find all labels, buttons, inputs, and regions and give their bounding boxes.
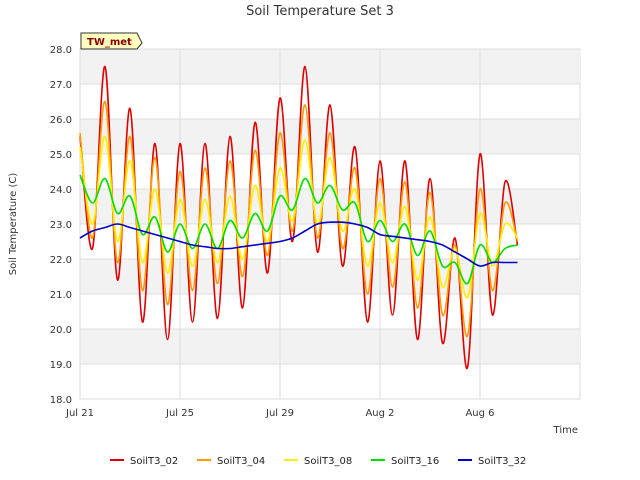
y-axis-ticks: 18.0 19.0 20.0 21.0 22.0 23.0 24.0 25.0 26.0 27.0… [50, 45, 72, 406]
y-tick-label: 24.0 [50, 185, 72, 196]
y-tick-label: 18.0 [50, 395, 72, 406]
legend-entry-label: SoilT3_02 [130, 456, 178, 467]
x-tick-label: Jul 21 [65, 408, 94, 419]
grid-band [80, 49, 580, 84]
y-axis-label: Soil Temperature (C) [8, 173, 19, 276]
series-line-soilt3_32 [79, 221, 518, 267]
y-tick-label: 25.0 [50, 150, 72, 161]
x-tick-label: Aug 2 [365, 408, 394, 419]
series-line-soilt3_16 [79, 174, 518, 285]
x-tick-label: Aug 6 [465, 408, 494, 419]
legend-entry-label: SoilT3_08 [304, 456, 352, 467]
y-tick-label: 27.0 [50, 80, 72, 91]
grid-band [80, 329, 580, 364]
x-tick-label: Jul 29 [265, 408, 294, 419]
x-tick-label: Jul 25 [165, 408, 194, 419]
badge-label: TW_met [87, 37, 132, 48]
y-tick-label: 21.0 [50, 290, 72, 301]
station-badge: TW_met [80, 32, 143, 50]
y-tick-label: 26.0 [50, 115, 72, 126]
y-tick-label: 20.0 [50, 325, 72, 336]
y-tick-label: 19.0 [50, 360, 72, 371]
x-axis-label: Time [553, 425, 578, 436]
y-tick-label: 23.0 [50, 220, 72, 231]
grid-band [80, 189, 580, 224]
legend: SoilT3_02 SoilT3_04 SoilT3_08 SoilT3_16 Soil… [110, 456, 526, 467]
grid-band [80, 119, 580, 154]
badge-box [80, 32, 143, 50]
legend-entry-label: SoilT3_32 [478, 456, 526, 467]
x-axis-ticks: Jul 21 Jul 25 Jul 29 Aug 2 Aug 6 [65, 408, 495, 419]
legend-entry-label: SoilT3_04 [217, 456, 265, 467]
legend-entry-label: SoilT3_16 [391, 456, 439, 467]
y-tick-label: 28.0 [50, 45, 72, 56]
series-line-soilt3_08 [79, 135, 519, 299]
y-tick-label: 22.0 [50, 255, 72, 266]
chart-title: Soil Temperature Set 3 [246, 4, 394, 19]
grid-band [80, 259, 580, 294]
series-lines [79, 65, 519, 369]
